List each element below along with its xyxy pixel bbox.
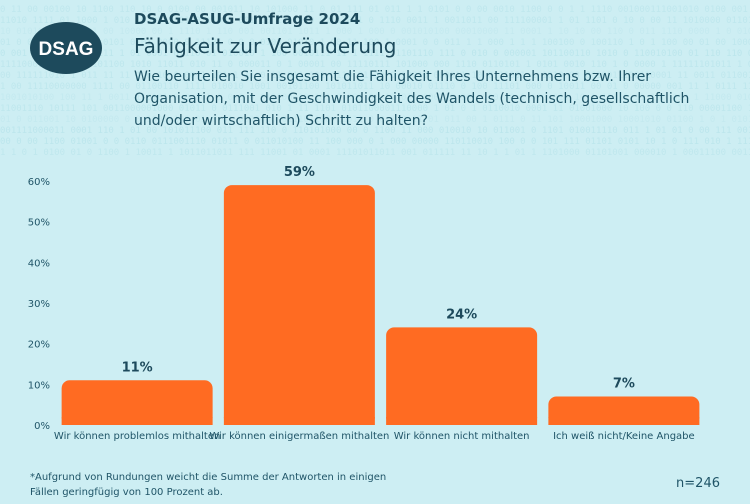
dsag-logo: DSAG bbox=[30, 22, 102, 74]
bar bbox=[386, 327, 538, 425]
binary-pattern-row: 10 01010100 01 101 00 10000 00 1 1110 1 … bbox=[0, 27, 750, 37]
binary-pattern-row: 1 00 11110000000 1111 00 01100110 1111 0… bbox=[0, 82, 750, 92]
bar-value-label: 7% bbox=[613, 377, 635, 392]
y-tick-label: 20% bbox=[28, 340, 50, 351]
bar-base bbox=[548, 417, 700, 425]
bar-value-label: 11% bbox=[122, 360, 153, 375]
binary-pattern-row: 11001110 10111 101 0011000001000 01011 0… bbox=[0, 104, 750, 114]
binary-pattern-row: 001111000011 0001 110 1 01 00 101011100 … bbox=[0, 126, 750, 136]
bar-base bbox=[223, 417, 375, 425]
bar bbox=[223, 185, 375, 425]
y-tick-label: 40% bbox=[28, 258, 50, 269]
binary-pattern-row: 1 1 0 1 0100 01 0 1100 1 10011 1 1011011… bbox=[0, 148, 750, 158]
binary-pattern-row: 01 0 011001 10 0100000 0 0 1001 101 01 0… bbox=[0, 115, 750, 125]
y-tick-label: 50% bbox=[28, 218, 50, 229]
logo-ellipse bbox=[30, 22, 102, 74]
x-category-label: Wir können einigermaßen mithalten bbox=[209, 431, 389, 442]
binary-pattern-row: 111100011 0 100 1101100 1010 11011 010 1… bbox=[0, 60, 750, 70]
x-category-label: Ich weiß nicht/Keine Angabe bbox=[553, 431, 695, 442]
bar bbox=[61, 380, 213, 425]
page-title: Fähigkeit zur Veränderung bbox=[134, 34, 397, 58]
sample-size: n=246 bbox=[676, 476, 720, 491]
binary-pattern-row: 11010 1111 01 1000 1 010 10 01 1 0100 11… bbox=[0, 16, 750, 26]
y-tick-label: 10% bbox=[28, 380, 50, 391]
bar-base bbox=[386, 417, 538, 425]
footnote: *Aufgrund von Rundungen weicht die Summe… bbox=[30, 472, 387, 498]
bar-value-label: 24% bbox=[446, 307, 477, 322]
logo-text: DSAG bbox=[39, 39, 94, 60]
binary-pattern-row: 1001010100 100 11 1 0011 110101 0 0 001 … bbox=[0, 93, 750, 103]
bar-base bbox=[61, 417, 213, 425]
binary-pattern-row: 0 11 00 00100 10 1100 110 10 0 0100 00 0… bbox=[0, 5, 750, 15]
y-tick-label: 30% bbox=[28, 299, 50, 310]
survey-subtitle: DSAG-ASUG-Umfrage 2024 bbox=[134, 10, 361, 28]
binary-pattern-row: 0 001 0 1 0011 01 111 1 01 0001 01110 01… bbox=[0, 49, 750, 59]
y-tick-label: 60% bbox=[28, 177, 50, 188]
x-category-label: Wir können nicht mithalten bbox=[394, 431, 530, 442]
bar-chart: 0% 10% 20% 30% 40% 50% 60% 11% Wir können proble… bbox=[28, 165, 700, 442]
bar-value-label: 59% bbox=[284, 165, 315, 180]
survey-question: Wie beurteilen Sie insgesamt die Fähigke… bbox=[134, 69, 690, 129]
binary-pattern-row: 00 0 00 1100 01001 0 0 0110 0111001110 0… bbox=[0, 137, 750, 147]
binary-pattern-row: 00 111111010 1 011 11 11 1 0 10 0 00 1 1… bbox=[0, 71, 750, 81]
y-tick-label: 0% bbox=[34, 421, 50, 432]
x-category-label: Wir können problemlos mithalten bbox=[54, 431, 220, 442]
